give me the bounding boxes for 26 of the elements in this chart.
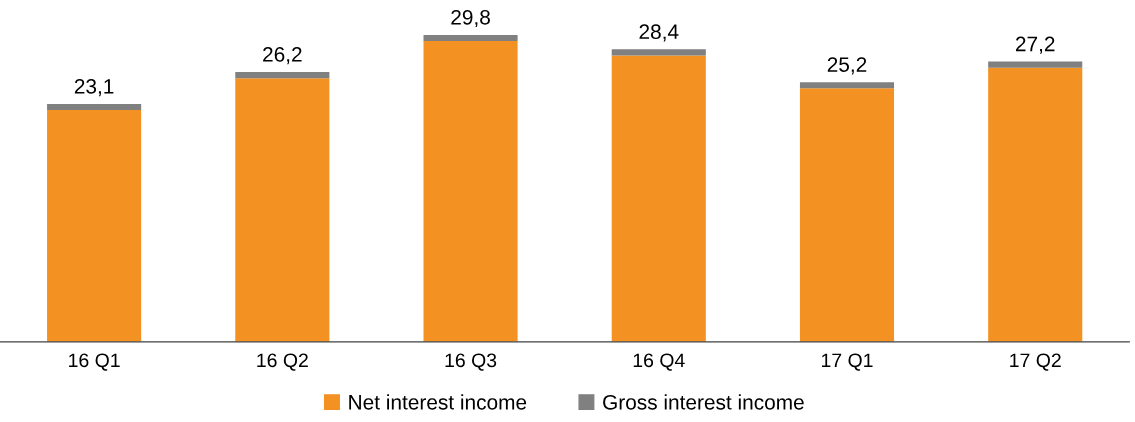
x-tick-label: 17 Q1 bbox=[821, 353, 873, 371]
bar bbox=[799, 88, 895, 342]
x-tick-label: 16 Q2 bbox=[257, 353, 308, 371]
bar bbox=[423, 34, 518, 42]
annotation: 26,2 bbox=[263, 47, 302, 65]
x-tick-label: 16 Q3 bbox=[445, 353, 497, 371]
bar bbox=[423, 41, 518, 342]
x-tick-label: 17 Q2 bbox=[1010, 353, 1061, 371]
annotation: 25,2 bbox=[827, 57, 867, 75]
bar bbox=[611, 49, 706, 56]
bar bbox=[988, 61, 1083, 68]
bar bbox=[988, 67, 1083, 342]
x-tick-label: 16 Q1 bbox=[69, 353, 120, 371]
x-tick-label: 16 Q4 bbox=[633, 353, 685, 371]
annotation: 23,1 bbox=[74, 78, 114, 97]
annotation: 27,2 bbox=[1015, 36, 1055, 54]
annotation: 29,8 bbox=[451, 9, 490, 28]
bar bbox=[799, 82, 895, 89]
bar bbox=[47, 110, 142, 342]
bar bbox=[47, 103, 142, 111]
bar bbox=[235, 72, 330, 79]
bar bbox=[235, 78, 330, 342]
legend-label: Gross interest income bbox=[603, 394, 804, 410]
legend-label: Net interest income bbox=[349, 394, 527, 410]
annotation: 28,4 bbox=[639, 24, 679, 42]
bar bbox=[611, 55, 706, 342]
